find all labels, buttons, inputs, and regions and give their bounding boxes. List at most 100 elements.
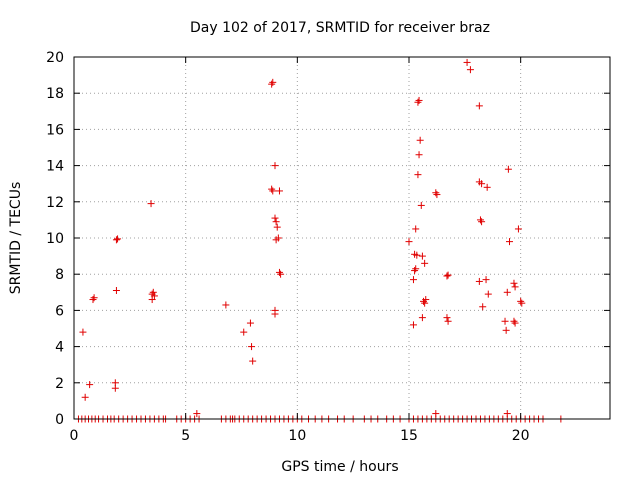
data-point: [405, 238, 413, 246]
data-point: [248, 343, 256, 351]
data-point: [274, 234, 282, 242]
x-tick-label: 5: [181, 428, 190, 444]
data-point: [421, 259, 429, 267]
data-point: [268, 185, 276, 193]
data-point: [271, 214, 279, 222]
data-point: [511, 319, 519, 327]
data-point: [112, 286, 120, 294]
data-point: [444, 317, 452, 325]
data-point: [510, 317, 518, 325]
data-point: [443, 272, 451, 280]
data-point: [240, 328, 248, 336]
x-tick-label: 10: [288, 428, 306, 444]
data-point: [416, 136, 424, 144]
y-tick-label: 16: [46, 122, 64, 138]
data-point: [432, 189, 440, 197]
data-point: [483, 183, 491, 191]
data-point: [444, 271, 452, 279]
data-point: [271, 310, 279, 318]
points-layer: [74, 58, 565, 423]
data-point: [503, 288, 511, 296]
y-axis-title: SRMTID / TECUs: [8, 182, 24, 295]
data-point: [475, 277, 483, 285]
data-point: [86, 381, 94, 389]
data-point: [114, 235, 122, 243]
data-point: [478, 218, 486, 226]
data-point: [476, 216, 484, 224]
data-point: [273, 223, 281, 231]
x-axis-title: GPS time / hours: [281, 459, 398, 475]
data-point: [415, 96, 423, 104]
data-point: [411, 267, 419, 275]
data-point: [412, 225, 420, 233]
data-point: [418, 314, 426, 322]
data-point: [150, 292, 158, 300]
y-tick-label: 6: [55, 303, 64, 319]
data-point: [502, 326, 510, 334]
x-tick-label: 20: [512, 428, 530, 444]
data-point: [421, 299, 429, 307]
data-point: [484, 290, 492, 298]
data-point: [433, 191, 441, 199]
y-tick-label: 12: [46, 195, 64, 211]
x-tick-label: 15: [400, 428, 418, 444]
data-point: [482, 276, 490, 284]
data-point: [511, 283, 519, 291]
data-point: [415, 151, 423, 159]
data-point: [501, 317, 509, 325]
data-point: [89, 296, 97, 304]
data-point: [443, 314, 451, 322]
data-point: [112, 236, 120, 244]
data-point: [409, 321, 417, 329]
data-point: [246, 319, 254, 327]
x-tick-label: 0: [70, 428, 79, 444]
axis-layer: 0 5 10 15 20 0 2 4 6 8 10 12 14 16 18 20: [46, 50, 611, 444]
data-point: [193, 410, 201, 418]
y-tick-label: 8: [55, 267, 64, 283]
chart-title: Day 102 of 2017, SRMTID for receiver bra…: [190, 20, 490, 36]
data-point: [478, 180, 486, 188]
data-point: [81, 393, 89, 401]
y-tick-label: 14: [46, 159, 64, 175]
data-point: [147, 200, 155, 208]
data-point: [249, 357, 257, 365]
data-point: [149, 288, 157, 296]
data-point: [222, 301, 230, 309]
data-point: [414, 171, 422, 179]
data-point: [479, 303, 487, 311]
data-point: [422, 296, 430, 304]
data-point: [475, 102, 483, 110]
data-point: [79, 328, 87, 336]
y-tick-label: 18: [46, 86, 64, 102]
data-point: [269, 78, 277, 86]
data-point: [275, 187, 283, 195]
data-point: [518, 299, 526, 307]
y-tick-label: 20: [46, 50, 64, 66]
data-point: [466, 66, 474, 74]
data-point: [510, 279, 518, 287]
y-tick-label: 4: [55, 340, 64, 356]
data-point: [268, 80, 276, 88]
y-tick-label: 0: [55, 412, 64, 428]
data-point: [272, 218, 280, 226]
data-point: [413, 251, 421, 259]
data-point: [417, 201, 425, 209]
data-point: [111, 379, 119, 387]
data-point: [504, 165, 512, 173]
data-point: [517, 297, 525, 305]
grid-layer: [74, 57, 610, 419]
data-point: [463, 58, 471, 66]
data-point: [271, 162, 279, 170]
y-tick-label: 10: [46, 231, 64, 247]
data-point: [269, 187, 277, 195]
data-point: [412, 265, 420, 273]
data-point: [409, 276, 417, 284]
y-tick-label: 2: [55, 376, 64, 392]
data-point: [277, 270, 285, 278]
data-point: [506, 238, 513, 246]
data-point: [414, 98, 422, 106]
data-point: [90, 294, 98, 302]
data-point: [418, 252, 426, 260]
data-point: [514, 225, 522, 233]
